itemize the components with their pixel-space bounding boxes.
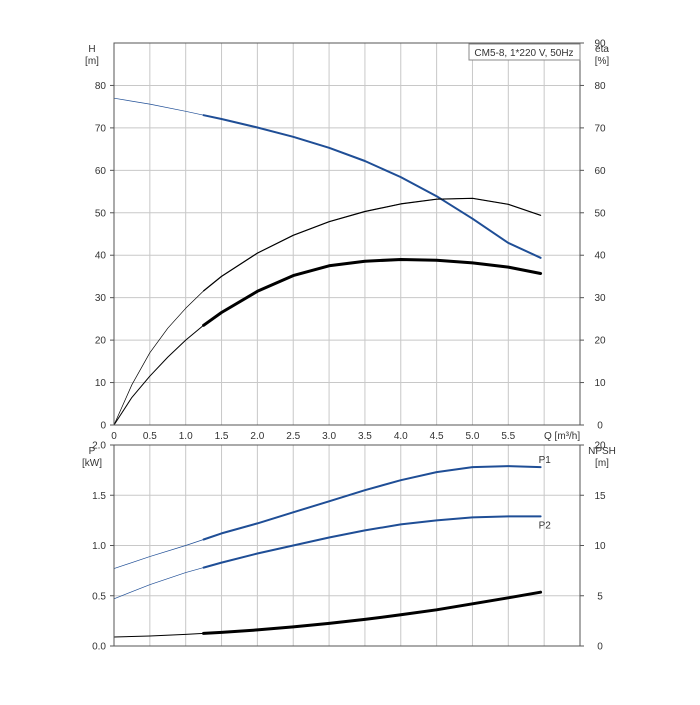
left-tick-label: 1.0 <box>92 541 106 552</box>
right-tick-label: 20 <box>594 441 606 452</box>
right-tick-label: 10 <box>594 541 606 552</box>
right-tick-label: 0 <box>597 642 603 653</box>
right-tick-label: 15 <box>594 491 606 502</box>
x-tick-label: 0.5 <box>143 431 157 442</box>
series-line-p1-s2 <box>113 591 541 638</box>
right-tick-label: 70 <box>594 123 606 134</box>
left-axis-unit: [kW] <box>82 458 102 469</box>
left-axis-unit: [m] <box>85 56 99 67</box>
series-line-p0-s1 <box>113 197 541 426</box>
x-tick-label: 4.5 <box>430 431 444 442</box>
right-tick-label: 0 <box>597 421 603 432</box>
left-tick-label: 20 <box>95 336 107 347</box>
series-line-operating-p0-s0 <box>202 114 542 259</box>
left-tick-label: 60 <box>95 166 107 177</box>
x-tick-label: 4.0 <box>394 431 408 442</box>
right-tick-label: 5 <box>597 591 603 602</box>
left-tick-label: 2.0 <box>92 441 106 452</box>
left-tick-label: 70 <box>95 123 107 134</box>
right-tick-label: 60 <box>594 166 606 177</box>
x-tick-label: 0 <box>111 431 117 442</box>
right-axis-label: eta <box>595 44 609 55</box>
left-tick-label: 40 <box>95 251 107 262</box>
x-tick-label: 3.0 <box>322 431 336 442</box>
left-axis-label: P <box>89 446 96 457</box>
plot-frame <box>113 42 581 426</box>
series-line-p0-s2 <box>113 259 541 426</box>
left-tick-label: 10 <box>95 378 107 389</box>
left-tick-label: 1.5 <box>92 491 106 502</box>
right-axis-unit: [%] <box>595 56 610 67</box>
series-label-p1: P1 <box>539 455 552 466</box>
left-tick-label: 80 <box>95 81 107 92</box>
left-tick-label: 0.5 <box>92 591 106 602</box>
series-line-operating-p2 <box>202 515 542 569</box>
chart-title: CM5-8, 1*220 V, 50Hz <box>474 48 573 59</box>
left-tick-label: 30 <box>95 293 107 304</box>
x-tick-label: 2.0 <box>250 431 264 442</box>
left-tick-label: 0.0 <box>92 642 106 653</box>
series-line-p2 <box>113 516 541 600</box>
x-tick-label: 1.5 <box>215 431 229 442</box>
x-tick-label: 3.5 <box>358 431 372 442</box>
right-tick-label: 90 <box>594 39 606 50</box>
right-axis-label: NPSH <box>588 446 616 457</box>
x-axis-label: Q [m³/h] <box>544 431 580 442</box>
right-tick-label: 30 <box>594 293 606 304</box>
x-tick-label: 1.0 <box>179 431 193 442</box>
left-tick-label: 50 <box>95 208 107 219</box>
left-tick-label: 0 <box>100 421 106 432</box>
x-tick-label: 5.0 <box>466 431 480 442</box>
right-tick-label: 20 <box>594 336 606 347</box>
series-line-operating-p1 <box>202 465 542 541</box>
right-tick-label: 80 <box>594 81 606 92</box>
series-line-operating-p1-s2 <box>202 590 543 635</box>
right-tick-label: 10 <box>594 378 606 389</box>
x-tick-label: 2.5 <box>286 431 300 442</box>
right-axis-unit: [m] <box>595 458 609 469</box>
left-axis-label: H <box>88 44 95 55</box>
series-line-operating-p0-s1 <box>203 197 542 292</box>
title-box <box>468 43 581 61</box>
series-label-p2: P2 <box>539 520 552 531</box>
x-tick-label: 5.5 <box>501 431 515 442</box>
right-tick-label: 40 <box>594 251 606 262</box>
right-tick-label: 50 <box>594 208 606 219</box>
series-line-p0-s0 <box>113 97 541 259</box>
series-line-operating-p0-s2 <box>202 258 543 327</box>
